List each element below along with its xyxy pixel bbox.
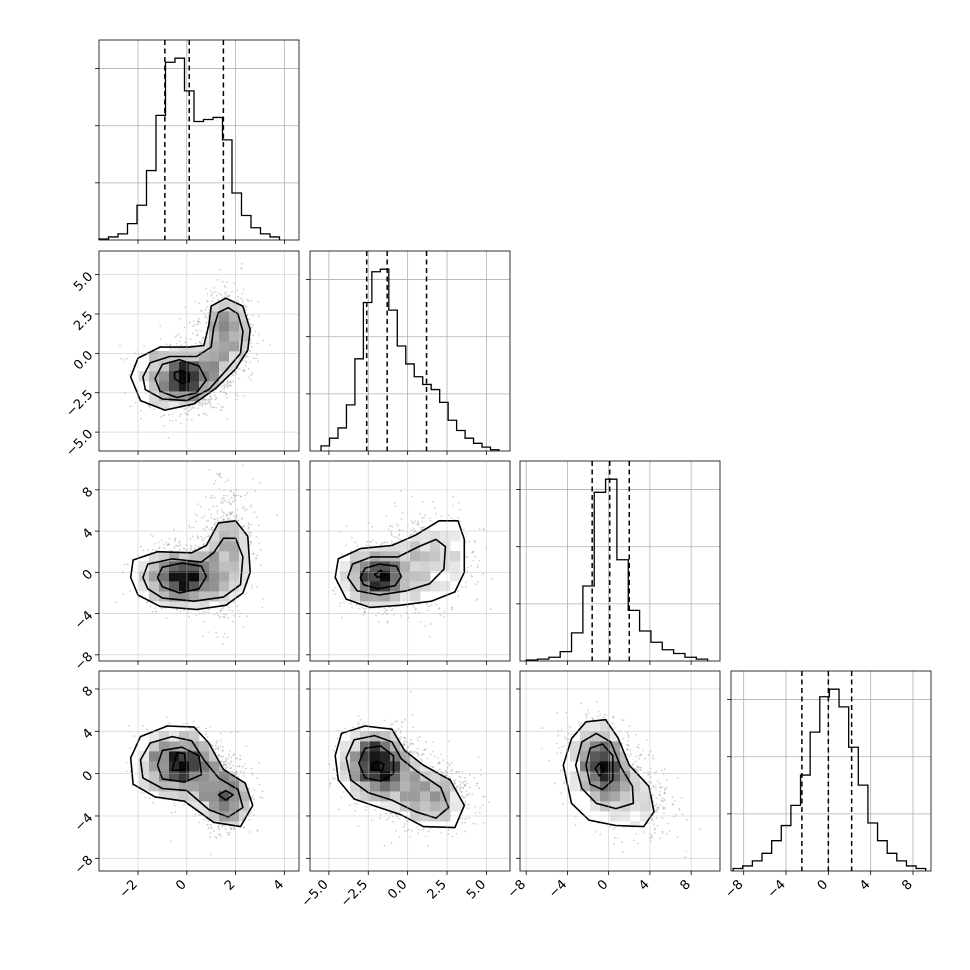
y-tick-label-p1-1: −2.5 (63, 387, 96, 420)
histogram-p3 (732, 688, 927, 871)
contour-p2-p3-2 (585, 743, 614, 791)
y-tick-label-p1-4: 5.0 (71, 269, 96, 294)
y-tick-label-p1-0: −5.0 (63, 427, 96, 460)
histogram-p2 (525, 478, 709, 661)
contour-p0-p3-0 (129, 725, 254, 828)
scatter-panel-p0-p2: −8 −4 0 4 8 (72, 460, 300, 674)
contour-p1-p3-2 (358, 745, 395, 782)
contour-p2-p3-1 (574, 732, 635, 810)
contour-p0-p3-3 (171, 751, 188, 772)
x-tick-label-p2-3: 4 (636, 877, 652, 893)
scatter-panel-p2-p3: −8 −4 0 4 8 (505, 670, 721, 901)
contour-p0-p2-2 (156, 562, 208, 594)
x-tick-label-p3-1: −4 (765, 877, 789, 901)
contour-p0-p3-1 (139, 735, 244, 818)
x-tick-label-p2-1: −4 (546, 877, 570, 901)
contour-p0-p3-4 (217, 789, 234, 801)
contour-p1-p2-3 (373, 569, 387, 579)
scatter-panel-p1-p2 (306, 460, 511, 665)
x-tick-label-p2-2: 0 (595, 877, 611, 893)
y-tick-label-p3-1: −4 (72, 811, 96, 835)
x-tick-label-p3-2: 0 (815, 877, 831, 893)
scatter-panel-p0-p1: −5.0 −2.5 0.0 2.5 5.0 (63, 250, 300, 460)
contour-p0-p2-1 (142, 537, 244, 602)
y-tick-label-p3-4: 8 (80, 684, 96, 700)
x-tick-label-p3-3: 4 (857, 877, 873, 893)
histogram-p1 (320, 268, 500, 451)
x-tick-label-p2-4: 8 (678, 877, 694, 893)
x-tick-label-p3-0: −8 (722, 877, 746, 901)
y-tick-label-p2-2: 0 (80, 567, 96, 583)
contour-p0-p2-0 (129, 520, 251, 611)
y-tick-label-p2-0: −8 (72, 650, 96, 674)
y-tick-label-p3-0: −8 (72, 853, 96, 877)
y-tick-label-p2-1: −4 (72, 608, 96, 632)
contour-p0-p3-2 (156, 746, 203, 783)
contour-p1-p2-0 (334, 520, 466, 609)
scatter-panel-p0-p3: −2 0 2 4 −8 −4 0 4 8 (72, 670, 300, 901)
x-tick-label-p0-3: 4 (271, 877, 287, 893)
x-tick-label-p3-4: 8 (899, 877, 915, 893)
x-tick-label-p0-2: 2 (222, 877, 238, 893)
x-tick-label-p1-4: 5.0 (464, 877, 489, 902)
histogram-p0 (98, 57, 281, 240)
hist-panel-p0 (95, 39, 300, 244)
hist-panel-p3: −8 −4 0 4 8 (722, 670, 932, 901)
x-tick-label-p0-1: 0 (173, 877, 189, 893)
x-tick-label-p1-2: 0.0 (385, 877, 410, 902)
y-tick-label-p3-3: 4 (80, 726, 96, 742)
contour-p0-p1-3 (173, 369, 190, 385)
contour-p1-p3-1 (345, 734, 450, 819)
contour-p1-p2-1 (347, 538, 447, 596)
density-cells (139, 520, 251, 610)
y-tick-label-p2-3: 4 (80, 526, 96, 542)
x-tick-label-p1-1: −2.5 (338, 877, 371, 910)
contour-p2-p3-0 (562, 718, 655, 828)
hist-panel-p2 (516, 460, 721, 665)
contour-p0-p1-2 (154, 358, 208, 399)
y-tick-label-p2-4: 8 (80, 485, 96, 501)
x-tick-label-p1-3: 2.5 (425, 877, 450, 902)
hist-panel-p1 (306, 250, 511, 455)
y-tick-label-p1-2: 0.0 (71, 348, 96, 373)
y-tick-label-p3-2: 0 (80, 768, 96, 784)
scatter-panel-p1-p3: −5.0 −2.5 0.0 2.5 5.0 (299, 670, 511, 910)
x-tick-label-p1-0: −5.0 (299, 877, 332, 910)
x-tick-label-p2-0: −8 (505, 877, 529, 901)
y-tick-label-p1-3: 2.5 (71, 309, 96, 334)
contour-p0-p1-0 (129, 297, 251, 411)
contour-p1-p3-3 (370, 760, 385, 772)
x-tick-label-p0-0: −2 (117, 877, 141, 901)
contour-p1-p3-0 (334, 725, 466, 829)
